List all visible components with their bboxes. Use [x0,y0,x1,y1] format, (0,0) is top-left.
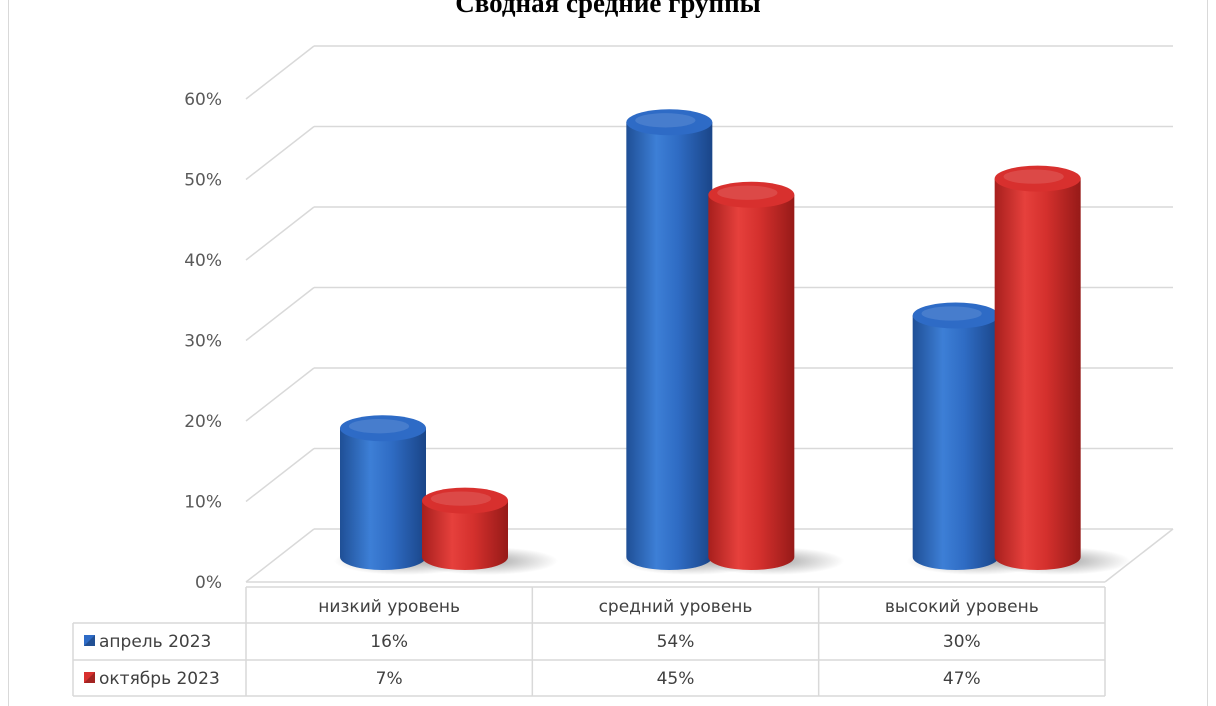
floor-edge-side [1104,528,1174,583]
chart-title: Сводная средние группы [455,0,761,18]
gridline-diagonal [245,447,315,503]
legend-label: октябрь 2023 [99,669,220,689]
y-tick-label: 0% [195,573,222,593]
bar-top [708,181,795,208]
bar-body [340,428,426,570]
bar-top [422,487,508,514]
data-label: 16% [370,632,408,652]
bar-top-highlight [921,306,982,321]
chart-frame [8,0,1208,706]
y-tick-label: 20% [184,412,222,432]
x-tick-label: высокий уровень [885,597,1039,617]
legend-marker [84,635,95,646]
bar-april [906,302,1049,575]
data-label: 47% [943,669,981,689]
bar-top-highlight [635,113,696,128]
data-label: 30% [943,632,981,652]
bar-top-highlight [1003,169,1064,184]
legend-label: апрель 2023 [99,632,211,652]
bar-body [912,315,999,571]
bar-body [422,500,508,570]
bar-top [994,165,1081,192]
bar-top [912,302,999,329]
gridline-diagonal [245,286,315,342]
y-tick-label: 60% [184,90,222,110]
gridline-diagonal [245,125,315,181]
gridline-diagonal [245,45,315,100]
bar-body [708,194,795,571]
x-tick-label: низкий уровень [318,597,460,617]
bar-top [626,109,713,136]
bar-body [994,178,1081,571]
gridline-diagonal [245,206,315,261]
legend-marker-shade [84,635,95,646]
bar-top-highlight [348,419,410,434]
y-tick-label: 40% [184,251,222,271]
gridline-diagonal [245,367,315,422]
y-tick-label: 10% [184,493,222,513]
bar-top [340,415,426,442]
data-label: 54% [657,632,695,652]
gridline-diagonal [245,528,315,583]
x-tick-label: средний уровень [599,597,753,617]
data-label: 7% [376,669,403,689]
bar-october [416,487,558,575]
bar-october [702,181,845,575]
y-tick-label: 30% [184,332,222,352]
legend-marker-shade [84,672,95,683]
y-tick-label: 50% [184,171,222,191]
bar-body [626,122,713,571]
legend-marker [84,672,95,683]
bar-top-highlight [717,185,778,200]
data-label: 45% [657,669,695,689]
bar-top-highlight [430,491,492,506]
bar-october [988,165,1131,575]
